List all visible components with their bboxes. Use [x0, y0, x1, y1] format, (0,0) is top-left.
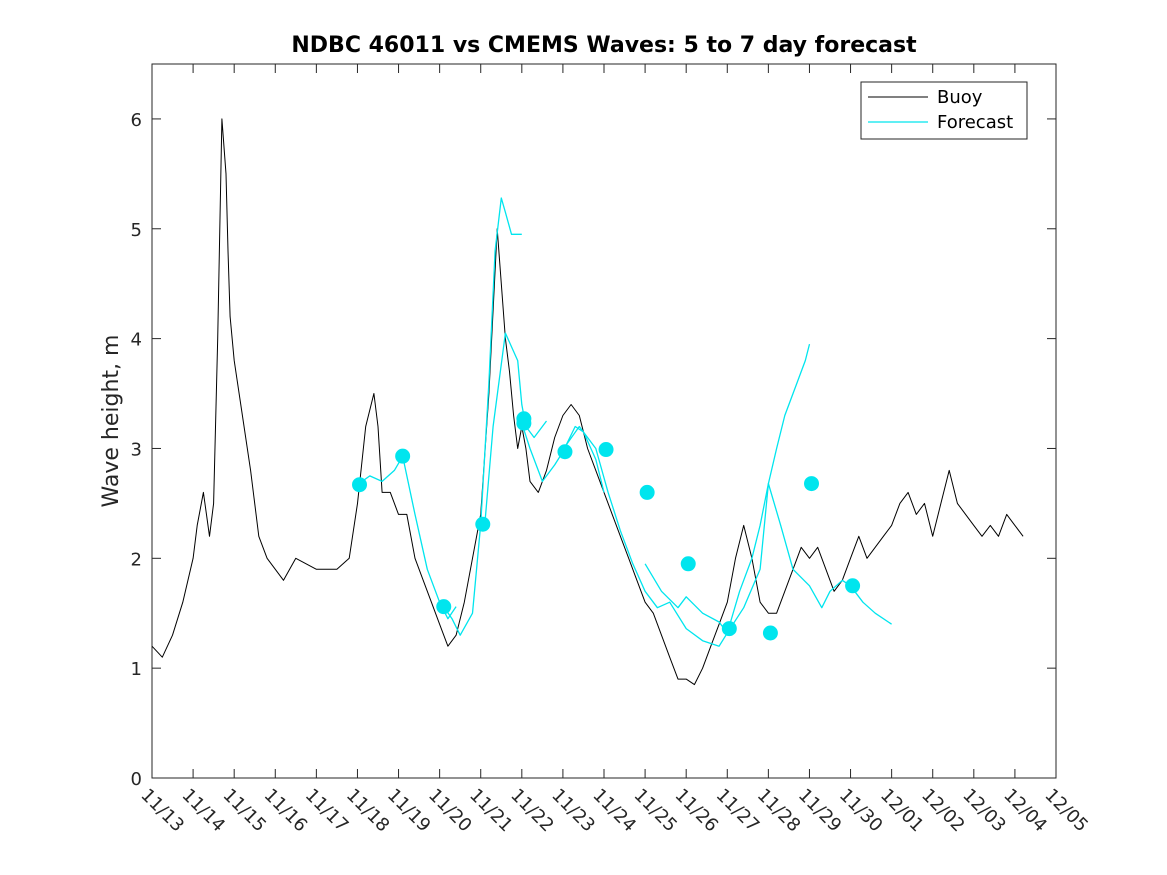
forecast-point [557, 444, 573, 460]
forecast-point [639, 484, 655, 500]
y-tick-label: 4 [131, 330, 142, 351]
y-tick-label: 1 [131, 659, 142, 680]
forecast-point [804, 476, 820, 492]
forecast-point [436, 599, 452, 615]
buoy-line [151, 118, 1024, 686]
y-tick-label: 2 [131, 549, 142, 570]
y-tick-label: 6 [131, 110, 142, 131]
forecast-line-3 [484, 332, 548, 525]
forecast-line-2 [443, 197, 522, 636]
forecast-point [721, 621, 737, 637]
y-tick-label: 0 [131, 769, 142, 790]
legend-box [860, 81, 1028, 140]
plot-area [151, 63, 1057, 779]
legend: Buoy Forecast [860, 81, 1028, 140]
forecast-point [352, 477, 368, 493]
forecast-point [680, 556, 696, 572]
chart-title: NDBC 46011 vs CMEMS Waves: 5 to 7 day fo… [291, 33, 917, 58]
forecast-point [762, 625, 778, 641]
y-tick-label: 3 [131, 439, 142, 460]
legend-forecast-label: Forecast [937, 112, 1013, 133]
forecast-point [475, 516, 491, 532]
forecast-point [516, 415, 532, 431]
y-axis-label: Wave height, m [99, 335, 124, 508]
legend-buoy-label: Buoy [937, 87, 983, 108]
forecast-point [395, 448, 411, 464]
forecast-point [598, 442, 614, 458]
forecast-line-5 [562, 343, 811, 647]
marker-layer [352, 411, 861, 641]
y-tick-label: 5 [131, 220, 142, 241]
forecast-point [845, 578, 861, 594]
y-axis: 0 1 2 3 4 5 6 [131, 110, 1056, 790]
